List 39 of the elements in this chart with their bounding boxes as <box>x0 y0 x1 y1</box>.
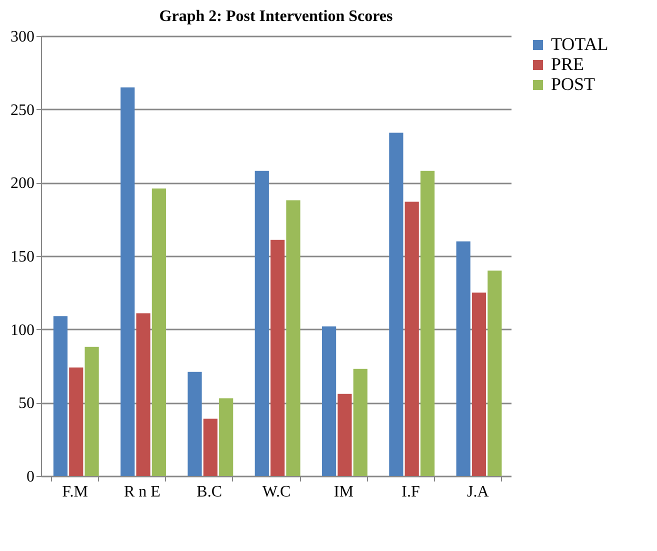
x-tick-label: J.A <box>467 484 490 500</box>
legend-label: POST <box>551 74 596 94</box>
y-tick-label: 150 <box>10 248 34 266</box>
y-tick-label: 100 <box>10 322 34 339</box>
y-tick-label: 250 <box>10 102 34 119</box>
x-tick-label: R n E <box>124 484 160 500</box>
bar <box>472 292 486 476</box>
bar <box>136 313 150 476</box>
bar <box>420 170 435 476</box>
y-tick-label: 0 <box>26 468 34 486</box>
bar <box>53 316 68 476</box>
x-tick-label: F.M <box>62 484 88 500</box>
y-tick-label: 200 <box>10 175 34 192</box>
y-tick-label: 300 <box>10 28 34 46</box>
legend-label: TOTAL <box>551 34 608 54</box>
bar <box>120 87 135 476</box>
bar <box>152 188 166 476</box>
bar <box>188 372 202 476</box>
legend-label: PRE <box>551 54 584 74</box>
bar <box>254 170 269 476</box>
bar <box>322 326 336 476</box>
x-tick-label: I.F <box>402 484 420 500</box>
x-tick-label: W.C <box>262 484 291 500</box>
bar <box>84 346 99 476</box>
bar <box>488 270 502 476</box>
bar <box>219 398 234 476</box>
bar <box>404 202 419 476</box>
y-tick-label: 50 <box>18 395 34 412</box>
bar <box>456 241 470 476</box>
bar <box>353 368 368 476</box>
bar <box>338 394 352 476</box>
x-tick-label: B.C <box>196 484 222 500</box>
bar <box>69 367 84 476</box>
bar <box>389 132 404 476</box>
bar <box>286 200 300 476</box>
bar <box>203 418 218 476</box>
chart-title: Graph 2: Post Intervention Scores <box>159 8 393 25</box>
x-tick-label: IM <box>334 484 354 500</box>
bar <box>270 240 285 476</box>
